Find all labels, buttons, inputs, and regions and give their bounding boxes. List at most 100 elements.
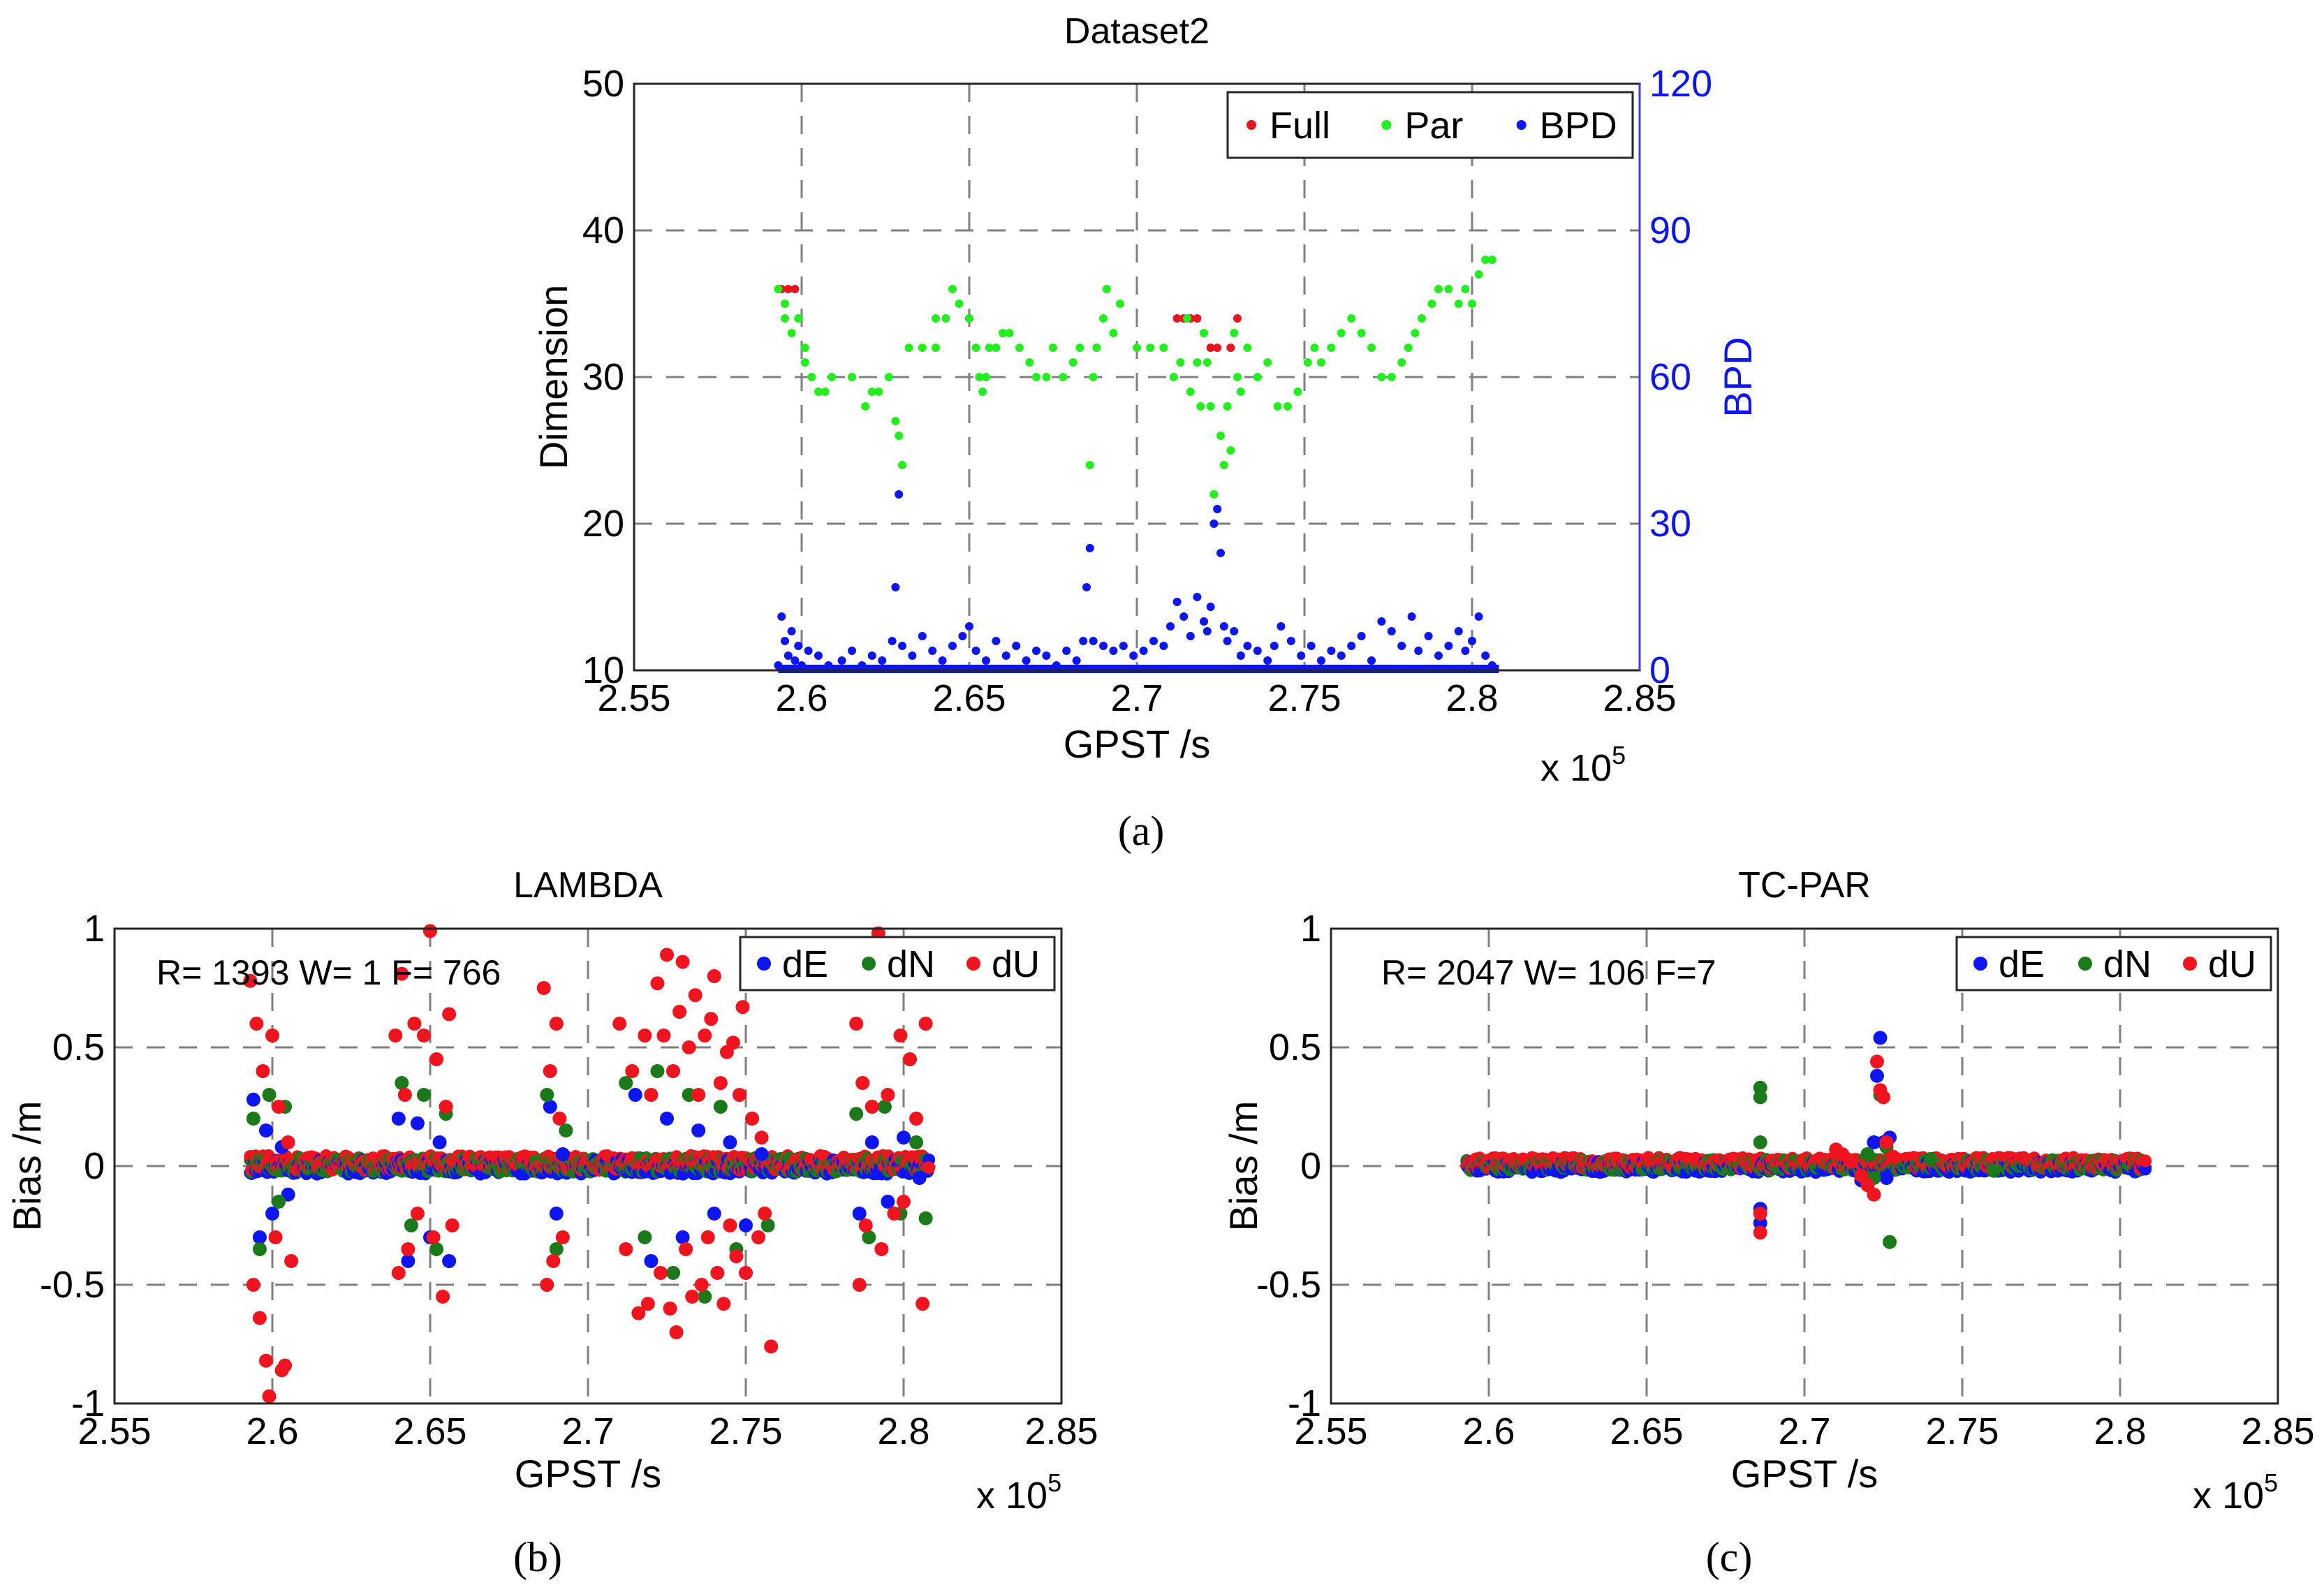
point-par (807, 373, 816, 381)
point-du (1879, 1135, 1894, 1149)
baseline-point (2139, 1154, 2152, 1167)
point-de (723, 1135, 737, 1149)
point-dn (416, 1088, 431, 1102)
point-bpd (898, 642, 906, 650)
point-full (1233, 314, 1242, 323)
panel-a-grid (634, 84, 1640, 670)
x-tick-label: 2.75 (1267, 677, 1341, 719)
x-tick-label: 2.55 (597, 677, 670, 719)
point-de (252, 1230, 267, 1244)
point-bpd (891, 583, 900, 591)
legend-marker-dn (2078, 957, 2092, 971)
point-par (1075, 344, 1084, 352)
caption-b: (b) (513, 1534, 562, 1580)
point-du (897, 1195, 911, 1209)
point-bpd (1089, 637, 1098, 645)
point-bpd (1243, 642, 1252, 650)
point-du (739, 1266, 753, 1280)
panel-a-x-exponent-power: 5 (1612, 741, 1626, 769)
point-par (1347, 314, 1356, 323)
point-par (918, 344, 927, 352)
point-bpd (1032, 647, 1040, 655)
point-par (1236, 388, 1245, 396)
point-bpd (1022, 656, 1031, 665)
point-par (1193, 358, 1202, 367)
point-par (1337, 329, 1346, 337)
point-par (955, 300, 964, 308)
legend-label-de: dE (1999, 943, 2045, 985)
point-du (631, 1306, 646, 1320)
panel-a-dataset2: 2.55 2.6 2.65 2.7 2.75 2.8 2.85 10 20 30 40 50 0 30… (531, 11, 1760, 789)
point-du (423, 924, 437, 938)
point-du (1753, 1225, 1767, 1240)
point-par (1387, 373, 1396, 381)
point-par (1487, 256, 1496, 264)
x-tick-label: 2.55 (78, 1410, 151, 1452)
point-bpd (1434, 651, 1443, 660)
point-du (691, 1088, 706, 1102)
point-dn (862, 1230, 876, 1244)
point-bpd (908, 651, 917, 660)
point-par (1357, 329, 1366, 337)
point-du (426, 1230, 441, 1244)
point-dn (395, 1076, 409, 1090)
point-full (1172, 314, 1182, 323)
y-tick-label: 0 (84, 1145, 105, 1187)
panel-c-x-exponent-base: x 10 (2193, 1475, 2264, 1517)
y-tick-label: 20 (582, 503, 624, 545)
point-bpd (1082, 583, 1091, 591)
point-de (912, 1171, 927, 1185)
point-dn (429, 1242, 444, 1256)
point-dn (1987, 1163, 2001, 1178)
point-bpd (1270, 642, 1279, 650)
point-du (410, 1207, 425, 1221)
point-du (704, 1012, 719, 1026)
point-bpd (1213, 505, 1222, 513)
point-du (682, 1040, 696, 1054)
panel-a-xlabel: GPST /s (1064, 722, 1211, 766)
point-bpd (797, 661, 806, 670)
point-du (265, 1029, 279, 1042)
point-bpd (1206, 603, 1215, 611)
point-bpd (1468, 637, 1476, 645)
panel-b-x-exponent-power: 5 (1047, 1468, 1061, 1497)
point-du (729, 1249, 744, 1264)
point-par (884, 373, 893, 381)
panel-a-x-exponent-base: x 10 (1540, 747, 1612, 789)
panel-b-y-ticks: -1 -0.5 0 0.5 1 (40, 908, 105, 1424)
point-bpd (794, 642, 803, 650)
y-tick-label: 30 (582, 356, 624, 398)
point-du (918, 1017, 933, 1031)
legend-label-full: Full (1270, 105, 1330, 147)
legend-label-du: dU (992, 943, 1040, 985)
point-de (739, 1218, 753, 1232)
point-bpd (1277, 622, 1286, 631)
point-bpd (1327, 647, 1336, 655)
point-bpd (787, 627, 796, 635)
panel-b-x-exponent: x 105 (976, 1468, 1061, 1517)
point-dn (713, 1100, 728, 1114)
point-par (1025, 358, 1034, 367)
point-bpd (1001, 651, 1010, 660)
point-bpd (814, 651, 823, 660)
point-par (904, 344, 913, 352)
point-dn (1860, 1147, 1875, 1161)
point-par (1186, 388, 1195, 396)
point-du (262, 1389, 277, 1403)
point-du (612, 1017, 627, 1031)
point-du (713, 1076, 728, 1090)
point-du (865, 1100, 879, 1114)
point-bpd (1172, 598, 1182, 606)
point-bpd (1444, 642, 1453, 650)
point-de (265, 1207, 279, 1221)
point-dn (404, 1218, 418, 1232)
point-du (663, 1302, 677, 1315)
legend-label-dn: dN (887, 943, 935, 985)
point-du (284, 1254, 299, 1268)
panel-c-xlabel: GPST /s (1731, 1452, 1878, 1496)
legend-marker-bpd (1516, 120, 1527, 130)
point-par (891, 417, 900, 425)
y-tick-label: 1 (1300, 908, 1321, 950)
point-du (272, 1100, 286, 1114)
